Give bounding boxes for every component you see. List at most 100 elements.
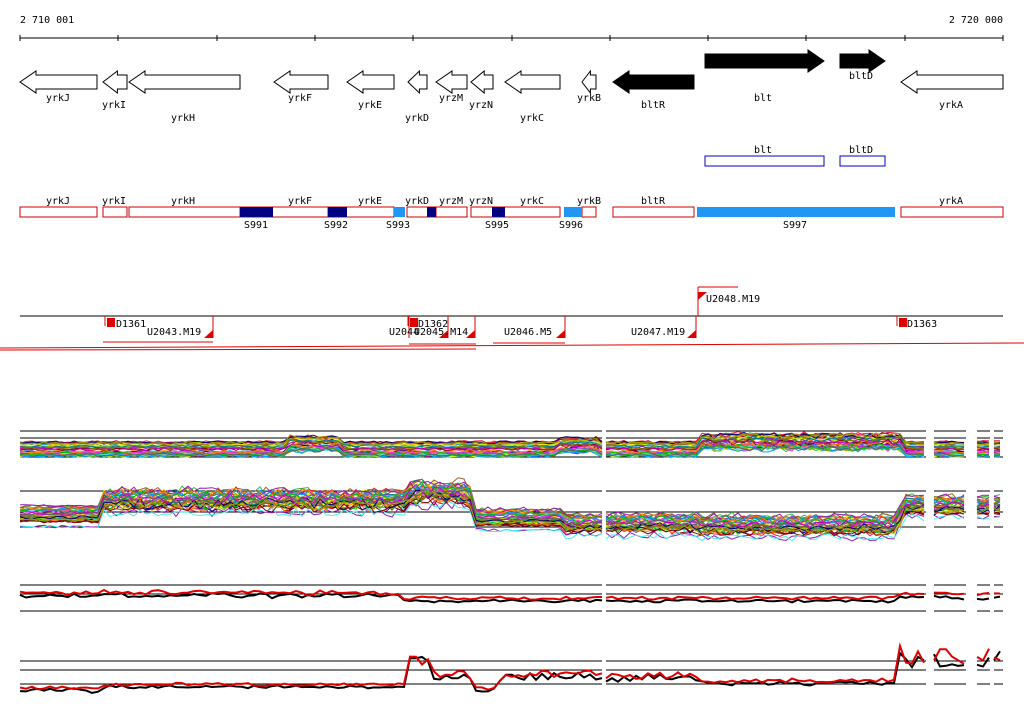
segment-block[interactable] bbox=[240, 207, 273, 217]
gene-label: yrkD bbox=[405, 113, 429, 124]
gene-arrow[interactable] bbox=[435, 70, 468, 94]
promoter-flag[interactable] bbox=[466, 330, 475, 338]
feature-label: U2045.M14 bbox=[414, 327, 468, 338]
feature-U2048[interactable]: U2048.M19 bbox=[697, 286, 760, 316]
segment-block[interactable] bbox=[328, 207, 347, 217]
gene-bltR[interactable]: bltR bbox=[612, 70, 695, 111]
segment-block[interactable] bbox=[394, 207, 405, 217]
terminator-marker[interactable] bbox=[899, 318, 907, 327]
segment-block[interactable] bbox=[427, 207, 436, 217]
feature-D1361[interactable]: D1361 bbox=[104, 316, 146, 330]
gene-yrzN[interactable]: yrzN bbox=[469, 69, 494, 111]
transcript-yrkI[interactable]: yrkI bbox=[102, 196, 128, 218]
profile-line bbox=[19, 434, 603, 446]
gene-arrow[interactable] bbox=[900, 70, 1004, 94]
gene-yrkI[interactable]: yrkI bbox=[102, 69, 128, 111]
feature-U2043[interactable]: U2043.M19 bbox=[147, 316, 214, 338]
operon-box[interactable] bbox=[704, 155, 825, 167]
gene-yrkC[interactable]: yrkC bbox=[504, 70, 561, 124]
segment-S997[interactable]: S997 bbox=[697, 207, 895, 231]
profile-line bbox=[605, 443, 925, 458]
feature-U2045[interactable]: U2045.M14 bbox=[414, 316, 468, 338]
transcript-yrzM[interactable]: yrzM bbox=[435, 196, 468, 218]
feature-label: D1363 bbox=[907, 319, 937, 330]
segment-S992[interactable]: S992 bbox=[324, 207, 348, 231]
profile-line bbox=[605, 642, 925, 684]
transcript-box[interactable] bbox=[900, 206, 1004, 218]
transcript-box[interactable] bbox=[612, 206, 695, 218]
gene-arrow[interactable] bbox=[839, 49, 886, 73]
promoter-flag[interactable] bbox=[556, 330, 565, 338]
promoter-flag[interactable] bbox=[204, 330, 213, 338]
profile-line bbox=[976, 515, 990, 520]
gene-yrkA[interactable]: yrkA bbox=[900, 70, 1004, 111]
profile-line bbox=[993, 449, 1001, 451]
gene-arrow[interactable] bbox=[273, 70, 329, 94]
profile-line bbox=[976, 499, 990, 503]
profile-line bbox=[976, 503, 990, 507]
profile-line bbox=[605, 431, 925, 445]
feature-D1362[interactable]: D1362 bbox=[407, 316, 448, 330]
profile-line bbox=[976, 508, 990, 515]
segment-S996[interactable]: S996 bbox=[559, 207, 583, 231]
feature-U2044[interactable]: U2044 bbox=[389, 316, 419, 338]
gene-label: yrzN bbox=[469, 100, 493, 111]
transcript-box[interactable] bbox=[470, 206, 494, 218]
gene-arrow[interactable] bbox=[128, 70, 241, 94]
feature-U2047[interactable]: U2047.M19 bbox=[631, 316, 697, 338]
profile-line bbox=[993, 454, 1001, 457]
segment-S991[interactable]: S991 bbox=[240, 207, 273, 231]
operon-bltD[interactable]: bltD bbox=[839, 145, 886, 167]
profile-line bbox=[933, 447, 965, 451]
gene-yrkD[interactable]: yrkD bbox=[405, 69, 429, 124]
segment-S995[interactable]: S995 bbox=[485, 207, 509, 231]
operon-box[interactable] bbox=[839, 155, 886, 167]
profile-line bbox=[19, 655, 603, 694]
gene-arrow[interactable] bbox=[102, 69, 128, 95]
gene-bltD[interactable]: bltD bbox=[839, 49, 886, 82]
segment-S993[interactable]: S993 bbox=[386, 207, 410, 231]
operon-blt[interactable]: blt bbox=[704, 145, 825, 167]
feature-U2046[interactable]: U2046.M5 bbox=[504, 316, 566, 338]
gene-yrkH[interactable]: yrkH bbox=[128, 70, 241, 124]
terminator-marker[interactable] bbox=[410, 318, 418, 327]
transcript-box[interactable] bbox=[19, 206, 98, 218]
gene-arrow[interactable] bbox=[612, 70, 695, 94]
gene-arrow[interactable] bbox=[504, 70, 561, 94]
promoter-flag[interactable] bbox=[687, 330, 696, 338]
transcript-box[interactable] bbox=[581, 206, 597, 218]
feature-D1363[interactable]: D1363 bbox=[896, 316, 937, 330]
promoter-flag[interactable] bbox=[698, 292, 707, 300]
segment-block[interactable] bbox=[492, 207, 505, 217]
transcript-yrkA[interactable]: yrkA bbox=[900, 196, 1004, 218]
gene-arrow[interactable] bbox=[19, 70, 98, 94]
gene-arrow[interactable] bbox=[704, 49, 825, 73]
profile-line bbox=[19, 483, 603, 521]
transcript-box[interactable] bbox=[128, 206, 241, 218]
gene-arrow[interactable] bbox=[581, 69, 597, 95]
gene-yrkB[interactable]: yrkB bbox=[577, 69, 601, 104]
terminator-marker[interactable] bbox=[107, 318, 115, 327]
profile-line bbox=[605, 513, 925, 542]
gene-blt[interactable]: blt bbox=[704, 49, 825, 104]
segment-S994[interactable] bbox=[427, 207, 436, 217]
promoter-flag[interactable] bbox=[439, 330, 448, 338]
transcript-label: yrkH bbox=[171, 196, 195, 207]
gene-yrkF[interactable]: yrkF bbox=[273, 70, 329, 104]
segment-block[interactable] bbox=[564, 207, 582, 217]
gene-yrzM[interactable]: yrzM bbox=[435, 70, 468, 104]
transcript-box[interactable] bbox=[102, 206, 128, 218]
profile-line bbox=[933, 505, 965, 513]
feature-U2046-marker[interactable] bbox=[466, 316, 476, 338]
segment-block[interactable] bbox=[697, 207, 895, 217]
gene-arrow[interactable] bbox=[346, 70, 395, 94]
gene-yrkE[interactable]: yrkE bbox=[346, 70, 395, 111]
transcript-box[interactable] bbox=[435, 206, 468, 218]
transcript-bltR[interactable]: bltR bbox=[612, 196, 695, 218]
gene-arrow[interactable] bbox=[470, 69, 494, 95]
gene-arrow[interactable] bbox=[407, 69, 428, 95]
transcript-yrkJ[interactable]: yrkJ bbox=[19, 196, 98, 218]
transcript-yrzN[interactable]: yrzN bbox=[469, 196, 494, 218]
gene-yrkJ[interactable]: yrkJ bbox=[19, 70, 98, 104]
transcript-yrkH[interactable]: yrkH bbox=[128, 196, 241, 218]
